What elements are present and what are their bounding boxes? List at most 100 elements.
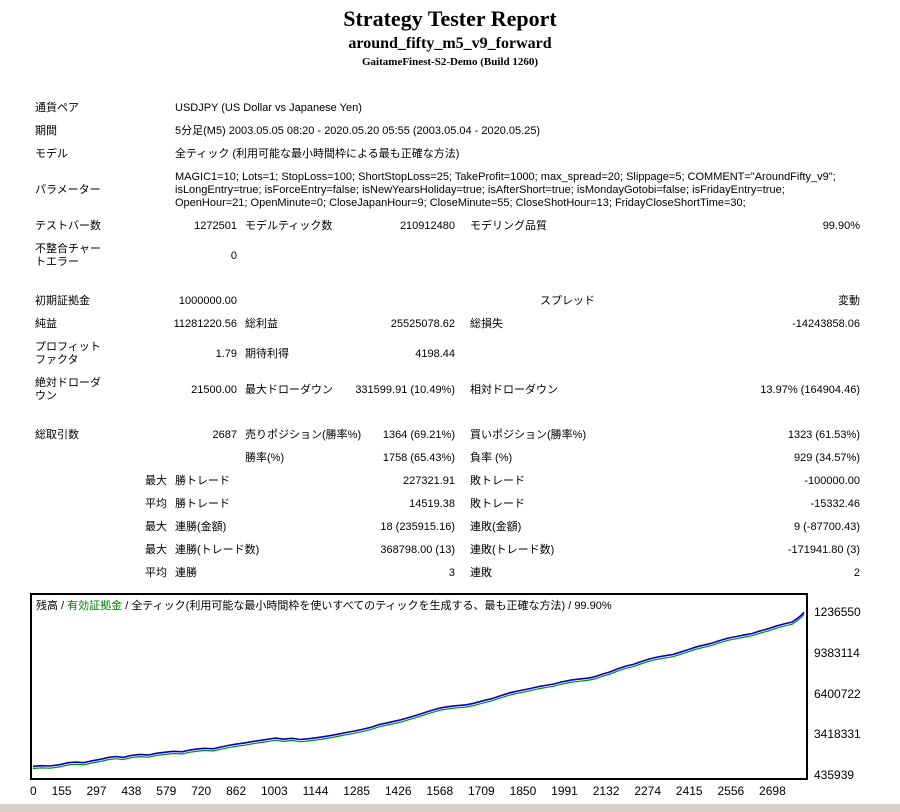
chart-x-tick-label: 297 <box>86 784 107 798</box>
gross-profit-label: 総利益 <box>245 318 278 330</box>
legend-equity-label: 有効証拠金 <box>67 600 123 612</box>
chart-legend: 残高 / 有効証拠金 / 全ティック(利用可能な最小時間枠を使いすべてのティック… <box>36 597 612 613</box>
avg-consecutive-wins-value: 3 <box>448 567 455 579</box>
spread-label: スプレッド <box>540 295 595 307</box>
profit-trades-label: 勝率(%) <box>245 452 285 464</box>
mismatch-label: 不整合チャートエラー <box>35 243 101 268</box>
consecutive-losses-count-label: 連敗(トレード数) <box>470 544 555 556</box>
row-average: 平均 勝トレード 14519.38 敗トレード -15332.46 <box>35 493 900 516</box>
row-consecutive-money: 最大 連勝(金額) 18 (235915.16) 連敗(金額) 9 (-8770… <box>35 516 900 539</box>
avg-consecutive-losses-value: 2 <box>853 567 860 579</box>
equity-line <box>32 613 805 770</box>
model-value: 全ティック (利用可能な最小時間枠による最も正確な方法) <box>175 148 460 160</box>
maximal-dd-label: 最大ドローダウン <box>245 383 333 396</box>
symbol-label: 通貨ペア <box>35 102 79 114</box>
parameters-label: パラメーター <box>35 184 101 196</box>
chart-x-axis: 0 155 297 438 579 720 862 1003 1144 1285 1426 1568 1… <box>30 784 786 798</box>
absolute-dd-value: 21500.00 <box>191 383 237 396</box>
chart-x-tick-label: 2556 <box>717 784 745 798</box>
consecutive-wins-money-label: 連勝(金額) <box>175 521 227 533</box>
profit-trades-value: 1758 (65.43%) <box>382 452 455 464</box>
largest-loss-label: 敗トレード <box>470 475 525 487</box>
chart-x-tick-label: 1426 <box>384 784 412 798</box>
quality-value: 99.90% <box>822 220 860 232</box>
net-profit-value: 11281220.56 <box>173 318 237 330</box>
average-loss-value: -15332.46 <box>810 498 860 510</box>
ticks-value: 210912480 <box>399 220 455 232</box>
chart-x-tick-label: 1003 <box>261 784 288 798</box>
legend-quality-value: 99.90% <box>574 600 612 612</box>
average-loss-label: 敗トレード <box>470 498 525 510</box>
bars-value: 1272501 <box>194 220 237 232</box>
report-build-info: GaitameFinest-S2-Demo (Build 1260) <box>362 56 538 68</box>
net-profit-label: 純益 <box>35 318 57 330</box>
expected-payoff-value: 4198.44 <box>415 347 455 360</box>
chart-x-tick-label: 579 <box>156 784 177 798</box>
short-positions-label: 売りポジション(勝率%) <box>245 429 362 441</box>
model-label: モデル <box>35 148 68 160</box>
consecutive-wins-count-value: 368798.00 (13) <box>380 544 455 556</box>
avg-consecutive-losses-label: 連敗 <box>470 567 492 579</box>
loss-trades-value: 929 (34.57%) <box>793 452 860 464</box>
average-prefix: 平均 <box>145 498 167 510</box>
row-period: 期間 5分足(M5) 2003.05.05 08:20 - 2020.05.20… <box>35 120 900 143</box>
average-win-label: 勝トレード <box>175 498 230 510</box>
symbol-value: USDJPY (US Dollar vs Japanese Yen) <box>175 102 362 114</box>
mismatch-value: 0 <box>230 249 237 262</box>
largest-win-label: 勝トレード <box>175 475 230 487</box>
consecutive-count-prefix: 最大 <box>145 544 167 556</box>
consecutive-wins-count-label: 連勝(トレード数) <box>175 544 260 556</box>
chart-x-tick-label: 2132 <box>592 784 620 798</box>
relative-dd-value: 13.97% (164904.46) <box>760 383 860 396</box>
chart-y-tick-label: 3418331 <box>814 727 861 742</box>
profit-factor-label: プロフィットファクタ <box>35 341 101 366</box>
legend-separator: / <box>58 600 68 612</box>
chart-y-tick-label: 1236550 <box>814 605 861 619</box>
row-net-profit: 純益 11281220.56 総利益 25525078.62 総損失 -1424… <box>35 313 900 336</box>
ticks-label: モデルティック数 <box>245 220 333 232</box>
quality-label: モデリング品質 <box>470 220 547 232</box>
report-table: 通貨ペア USDJPY (US Dollar vs Japanese Yen) … <box>35 97 900 585</box>
legend-separator: / <box>122 600 132 612</box>
gross-profit-value: 25525078.62 <box>390 318 455 330</box>
period-label: 期間 <box>35 125 57 137</box>
balance-curve-svg <box>32 611 805 770</box>
long-positions-label: 買いポジション(勝率%) <box>470 429 587 441</box>
maximal-dd-value: 331599.91 (10.49%) <box>355 383 455 396</box>
largest-loss-value: -100000.00 <box>804 475 860 487</box>
deposit-label: 初期証拠金 <box>35 295 90 307</box>
chart-y-tick-label: 6400722 <box>814 686 861 701</box>
chart-y-tick-label: 9383114 <box>814 645 860 660</box>
legend-balance-label: 残高 <box>36 600 58 612</box>
largest-prefix: 最大 <box>145 475 167 487</box>
deposit-value: 1000000.00 <box>178 295 237 307</box>
row-win-loss: 勝率(%) 1758 (65.43%) 負率 (%) 929 (34.57%) <box>35 447 900 470</box>
report-subtitle: around_fifty_m5_v9_forward <box>348 35 552 52</box>
row-total-trades: 総取引数 2687 売りポジション(勝率%) 1364 (69.21%) 買いポ… <box>35 424 900 447</box>
chart-x-tick-label: 1568 <box>426 784 454 798</box>
chart-x-tick-label: 0 <box>30 784 37 798</box>
total-trades-value: 2687 <box>212 429 237 441</box>
chart-x-tick-label: 1285 <box>343 784 370 798</box>
row-model: モデル 全ティック (利用可能な最小時間枠による最も正確な方法) <box>35 143 900 166</box>
chart-x-tick-label: 155 <box>51 784 72 798</box>
row-drawdown: 絶対ドローダウン 21500.00 最大ドローダウン 331599.91 (10… <box>35 372 900 408</box>
parameters-value: MAGIC1=10; Lots=1; StopLoss=100; ShortSt… <box>175 171 836 209</box>
relative-dd-label: 相対ドローダウン <box>470 383 558 396</box>
balance-chart: 残高 / 有効証拠金 / 全ティック(利用可能な最小時間枠を使いすべてのティック… <box>30 593 861 798</box>
chart-y-tick-label: 435939 <box>814 768 855 782</box>
consecutive-money-prefix: 最大 <box>145 521 167 533</box>
row-largest: 最大 勝トレード 227321.91 敗トレード -100000.00 <box>35 470 900 493</box>
chart-x-tick-label: 1709 <box>468 784 495 798</box>
chart-x-tick-label: 1144 <box>302 784 329 798</box>
total-trades-label: 総取引数 <box>35 429 79 441</box>
chart-x-tick-label: 1991 <box>551 784 578 798</box>
largest-win-value: 227321.91 <box>403 475 455 487</box>
row-symbol: 通貨ペア USDJPY (US Dollar vs Japanese Yen) <box>35 97 900 120</box>
chart-x-tick-label: 2274 <box>634 784 662 798</box>
row-deposit: 初期証拠金 1000000.00 スプレッド 変動 <box>35 290 900 313</box>
row-parameters: パラメーター MAGIC1=10; Lots=1; StopLoss=100; … <box>35 166 900 215</box>
long-positions-value: 1323 (61.53%) <box>787 429 860 441</box>
consecutive-wins-money-value: 18 (235915.16) <box>380 521 455 533</box>
avg-consecutive-prefix: 平均 <box>145 567 167 579</box>
